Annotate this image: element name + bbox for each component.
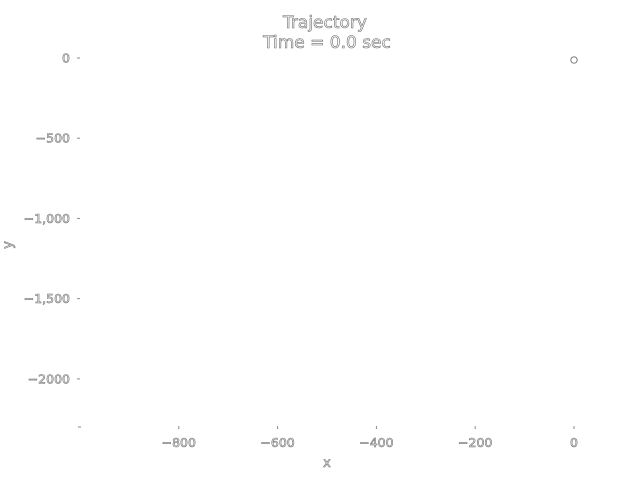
x-tick-label: 0	[570, 435, 578, 450]
x-tick-label: −400	[359, 435, 393, 450]
data-marks	[570, 56, 578, 64]
y-tick-label: −500	[36, 131, 70, 146]
y-tick-label: −1,500	[24, 291, 70, 306]
trajectory-point	[570, 56, 578, 64]
axis-ticks: −800 −600 −400 −200 00−500−1,000−1,500−2000	[23, 50, 578, 450]
y-axis-label: y	[1, 241, 16, 249]
y-tick-label: −1,000	[24, 211, 70, 226]
x-tick-label: −800	[162, 435, 196, 450]
chart-subtitle: Time = 0.0 sec	[262, 33, 391, 53]
x-tick-label: −600	[260, 435, 294, 450]
x-axis-label: x	[323, 456, 331, 471]
y-tick-label: 0	[62, 51, 70, 66]
y-tick-label: −2000	[28, 371, 70, 386]
chart-title: Trajectory	[282, 13, 367, 33]
x-tick-label: −200	[458, 435, 492, 450]
